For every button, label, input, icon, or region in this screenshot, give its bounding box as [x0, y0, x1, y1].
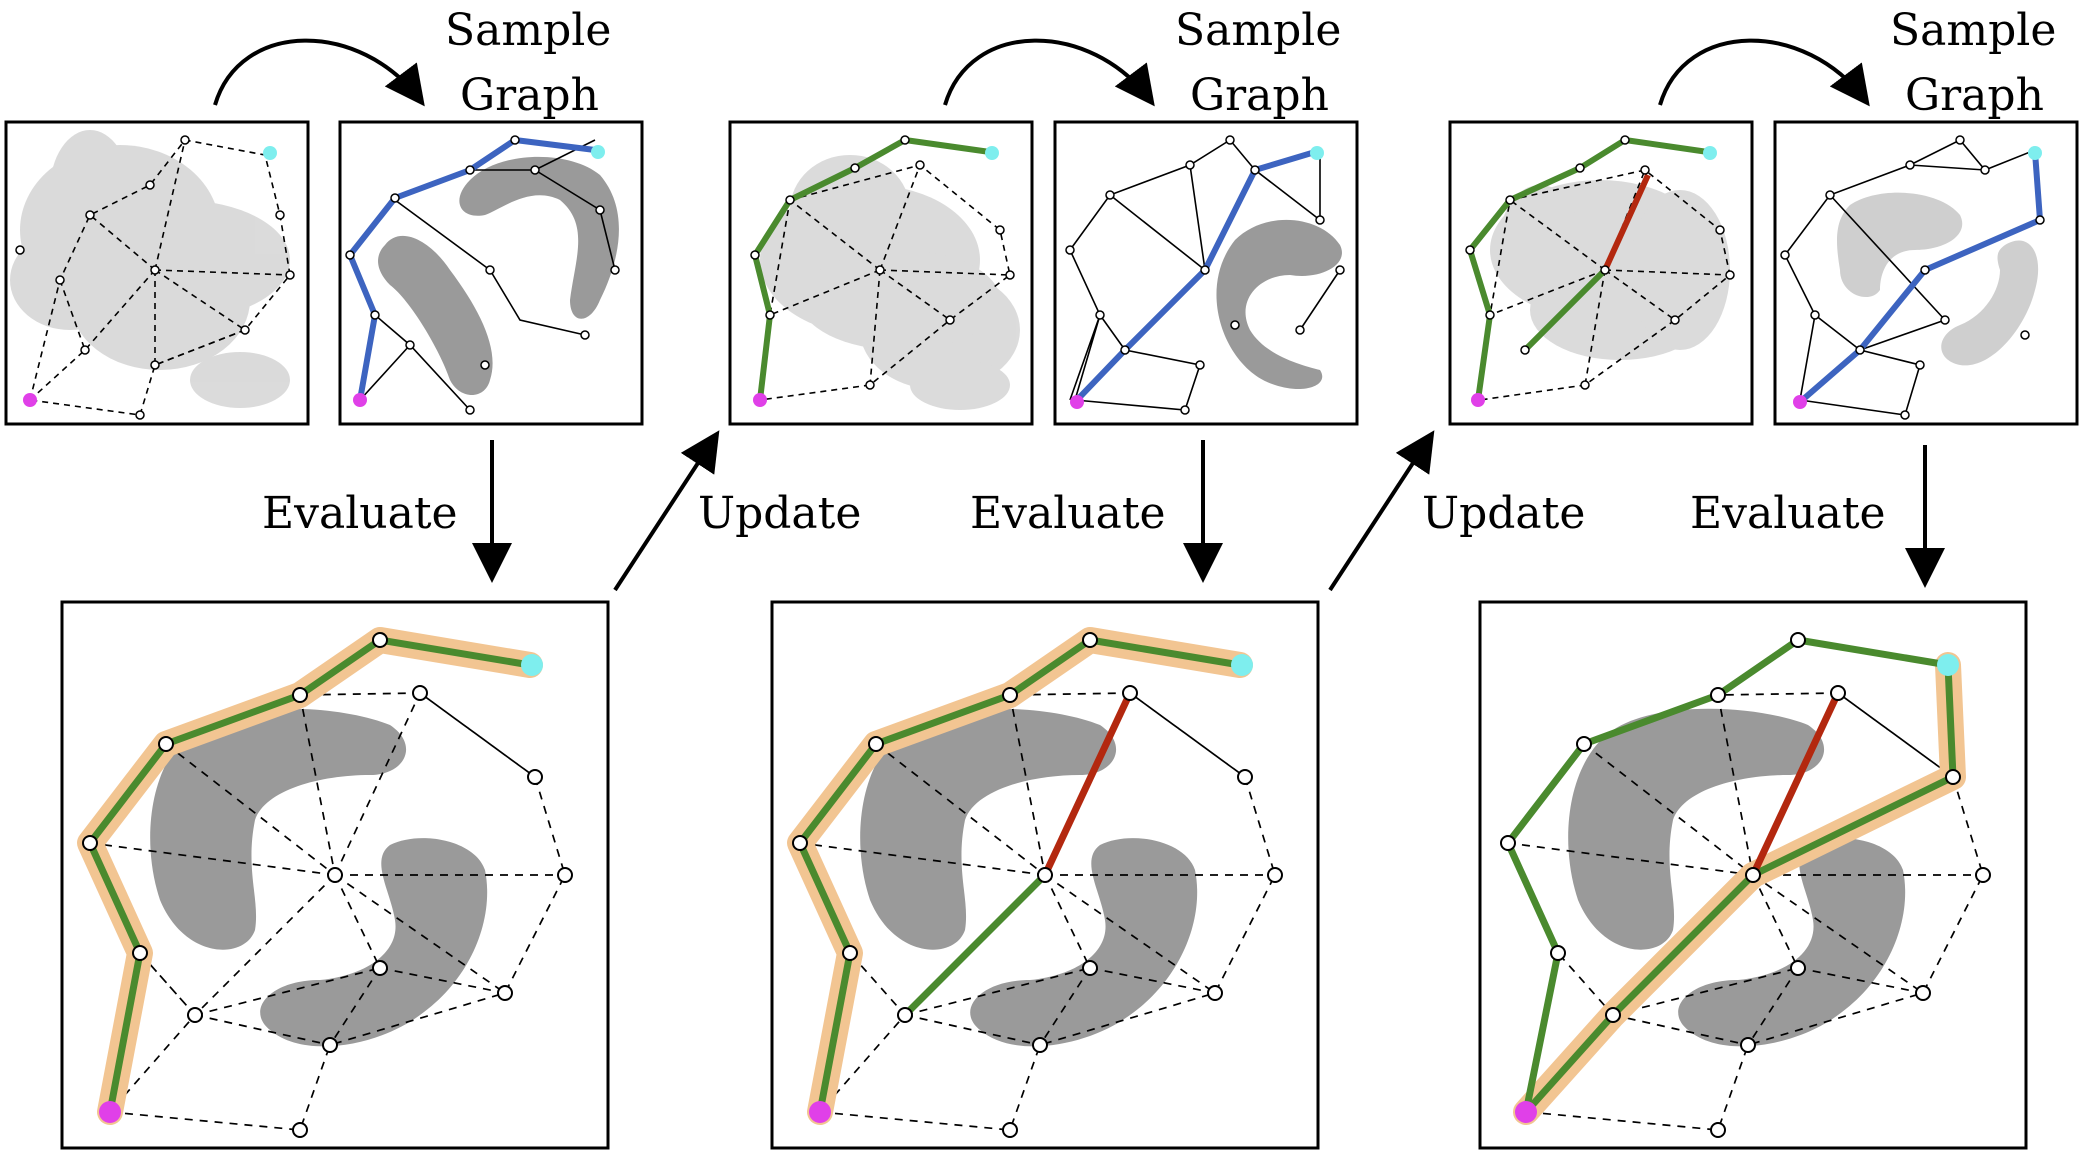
evaluate-step-2: Evaluate — [970, 440, 1223, 583]
sample-graph-step-3: Sample Graph — [1658, 5, 2056, 121]
sample-graph-step-1: Sample Graph — [213, 5, 611, 121]
curved-arrow-icon — [1658, 38, 1870, 107]
goal-node — [985, 146, 999, 160]
goal-node — [2028, 146, 2042, 160]
evaluate-label: Evaluate — [1690, 488, 1886, 539]
goal-node — [1231, 654, 1253, 676]
evaluate-label: Evaluate — [970, 488, 1166, 539]
sampled-graph-panel-1 — [338, 120, 644, 426]
start-node — [753, 393, 767, 407]
evaluate-step-1: Evaluate — [262, 440, 512, 583]
evaluation-panel-1 — [60, 600, 610, 1150]
update-step-1: Update — [613, 430, 861, 592]
prior-panel-3 — [1448, 120, 1754, 426]
update-label: Update — [698, 488, 861, 539]
evaluation-panel-3 — [1478, 600, 2028, 1150]
evaluate-step-3: Evaluate — [1690, 445, 1945, 588]
prior-panel-1 — [4, 120, 310, 426]
start-node — [1793, 395, 1807, 409]
goal-node — [263, 146, 277, 160]
goal-node — [591, 145, 605, 159]
start-node — [1070, 395, 1084, 409]
update-step-2: Update — [1328, 430, 1585, 592]
curved-arrow-icon — [213, 38, 425, 107]
goal-node — [1703, 146, 1717, 160]
invalid-edge — [1749, 691, 1842, 877]
verified-path — [902, 872, 1048, 1018]
invalid-edge — [1041, 691, 1134, 877]
verified-path — [1522, 267, 1608, 353]
graph-label: Graph — [1190, 70, 1329, 121]
sample-label: Sample — [1175, 5, 1341, 56]
goal-node — [521, 654, 543, 676]
start-node — [809, 1101, 831, 1123]
start-node — [353, 393, 367, 407]
start-node — [99, 1101, 121, 1123]
sample-label: Sample — [1890, 5, 2056, 56]
diagonal-arrow-icon — [1328, 430, 1435, 592]
evaluate-label: Evaluate — [262, 488, 458, 539]
goal-node — [1937, 654, 1959, 676]
prior-panel-2 — [728, 120, 1034, 426]
start-node — [1471, 393, 1485, 407]
sample-label: Sample — [445, 5, 611, 56]
graph-label: Graph — [460, 70, 599, 121]
sampled-graph-panel-3 — [1773, 120, 2079, 426]
goal-node — [1310, 146, 1324, 160]
invalid-edge — [1602, 173, 1651, 272]
evaluation-panel-2 — [770, 600, 1320, 1150]
start-node — [1515, 1101, 1537, 1123]
curved-arrow-icon — [943, 38, 1155, 107]
update-label: Update — [1422, 488, 1585, 539]
diagonal-arrow-icon — [613, 430, 720, 592]
sample-graph-step-2: Sample Graph — [943, 5, 1341, 121]
sampled-graph-panel-2 — [1053, 120, 1359, 426]
graph-label: Graph — [1905, 70, 2044, 121]
start-node — [23, 393, 37, 407]
